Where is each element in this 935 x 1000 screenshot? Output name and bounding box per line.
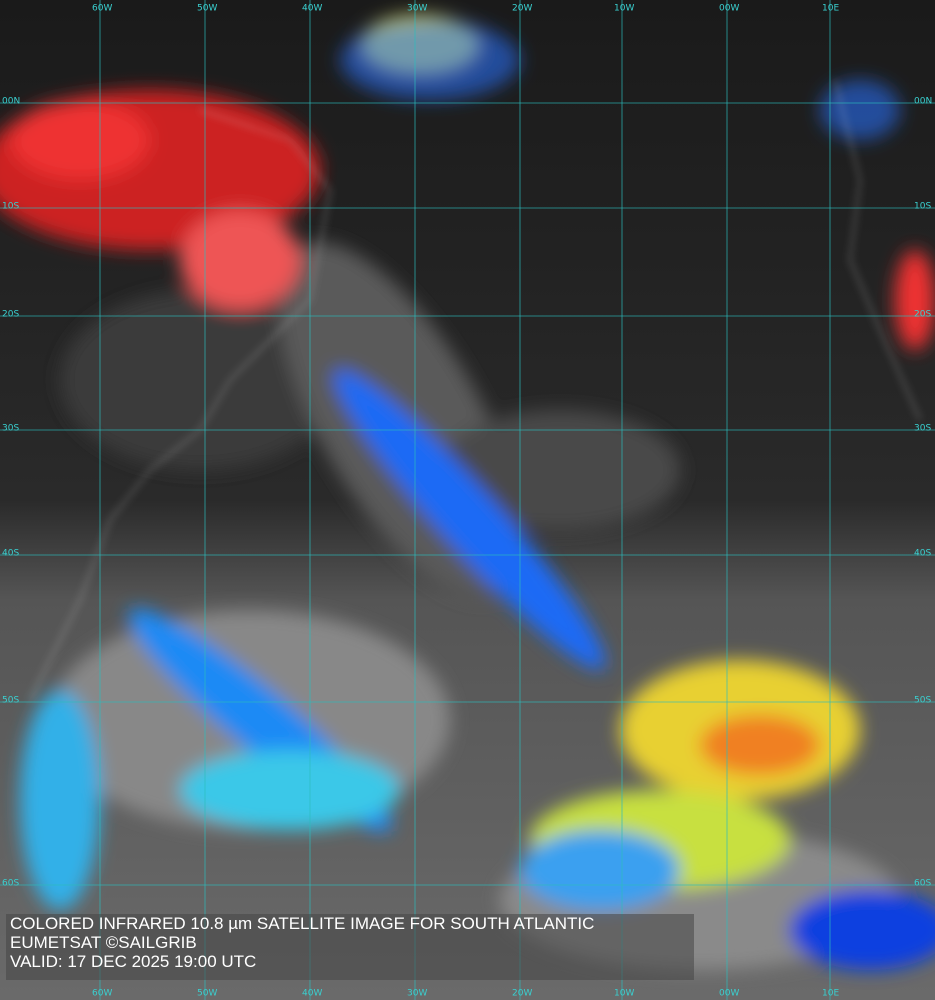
lon-label-top: 20W xyxy=(512,4,532,14)
lon-label-top: 60W xyxy=(92,4,112,14)
lat-label-right: 40S xyxy=(914,549,931,559)
lat-label-right: 00N xyxy=(914,97,932,107)
caption-line: VALID: 17 DEC 2025 19:00 UTC xyxy=(10,952,257,971)
lon-label-bottom: 00W xyxy=(719,989,739,999)
lon-label-bottom: 10E xyxy=(822,989,839,999)
lon-label-bottom: 30W xyxy=(407,989,427,999)
lon-label-top: 30W xyxy=(407,4,427,14)
lat-label-left: 50S xyxy=(2,696,19,706)
lat-label-right: 10S xyxy=(914,202,931,212)
lat-label-right: 30S xyxy=(914,424,931,434)
lat-label-left: 30S xyxy=(2,424,19,434)
lon-label-bottom: 20W xyxy=(512,989,532,999)
lat-label-left: 00N xyxy=(2,97,20,107)
lat-label-right: 60S xyxy=(914,879,931,889)
lon-label-bottom: 40W xyxy=(302,989,322,999)
lon-label-top: 10W xyxy=(614,4,634,14)
caption-line: EUMETSAT ©SAILGRIB xyxy=(10,933,197,952)
lat-label-left: 60S xyxy=(2,879,19,889)
caption-box: COLORED INFRARED 10.8 µm SATELLITE IMAGE… xyxy=(6,914,694,980)
lon-label-bottom: 10W xyxy=(614,989,634,999)
lon-label-bottom: 50W xyxy=(197,989,217,999)
caption-line: COLORED INFRARED 10.8 µm SATELLITE IMAGE… xyxy=(10,914,595,933)
lon-label-top: 50W xyxy=(197,4,217,14)
lat-label-right: 20S xyxy=(914,310,931,320)
lon-label-top: 00W xyxy=(719,4,739,14)
lon-label-bottom: 60W xyxy=(92,989,112,999)
lat-label-left: 40S xyxy=(2,549,19,559)
lat-label-right: 50S xyxy=(914,696,931,706)
lat-label-left: 10S xyxy=(2,202,19,212)
lon-label-top: 10E xyxy=(822,4,839,14)
lon-label-top: 40W xyxy=(302,4,322,14)
lat-label-left: 20S xyxy=(2,310,19,320)
